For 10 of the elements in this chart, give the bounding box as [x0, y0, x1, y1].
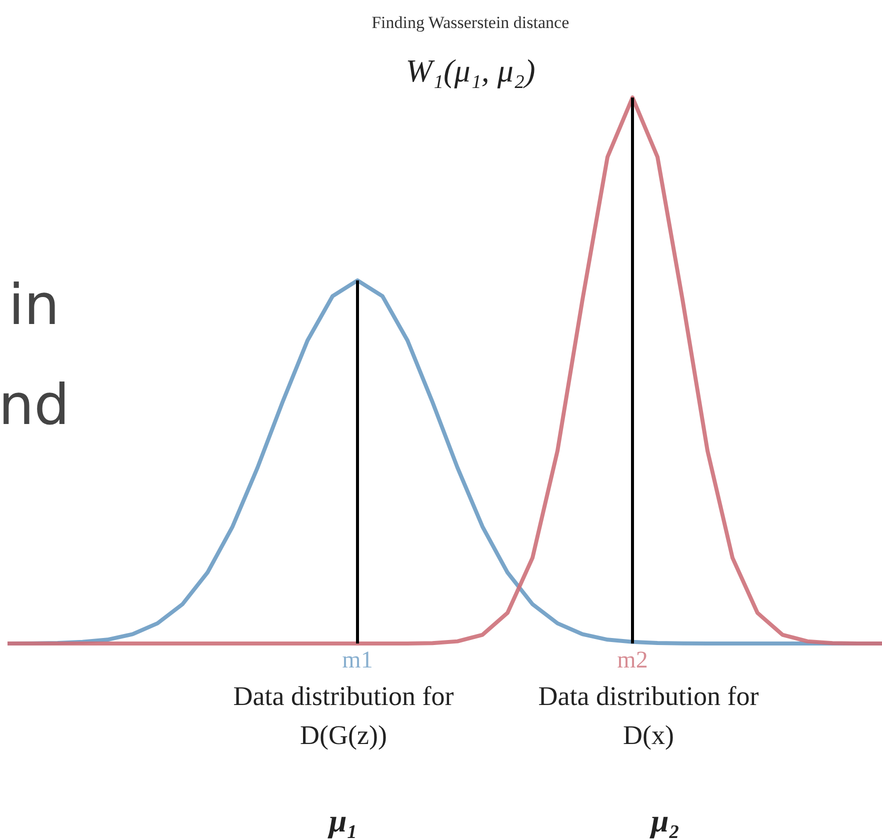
chart-subtitle: W₁(μ₁, μ₂) [406, 52, 536, 88]
annotation: nd [0, 373, 70, 438]
annotation: in [8, 273, 60, 338]
text: μ₂ [649, 802, 680, 838]
chart-title: Finding Wasserstein distance [372, 13, 570, 32]
x-tick-label: m1 [342, 648, 373, 674]
text: μ₁ [327, 802, 358, 838]
text: Data distribution for D(x) [538, 681, 759, 750]
x-tick-label: m2 [617, 648, 648, 674]
text: Data distribution for D(G(z)) [233, 681, 454, 750]
